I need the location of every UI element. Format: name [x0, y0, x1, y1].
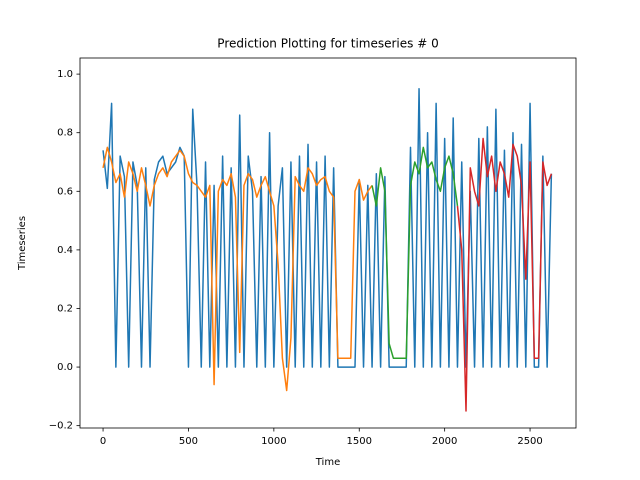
y-tick-label: 0.0 [57, 362, 73, 373]
x-axis-label: Time [315, 457, 340, 468]
plot-frame [79, 57, 577, 429]
x-tick-label: 0 [100, 436, 106, 447]
series-line [102, 146, 373, 392]
series-line [102, 88, 553, 368]
y-tick-label: −0.2 [49, 421, 73, 432]
y-tick-label: 0.2 [57, 303, 73, 314]
y-tick-label: 0.8 [57, 128, 73, 139]
x-tick-label: 1500 [347, 436, 372, 447]
series-line [371, 146, 459, 360]
x-tick-label: 2500 [517, 436, 542, 447]
series-line [456, 137, 553, 412]
y-tick-label: 0.4 [57, 245, 73, 256]
y-tick-label: 1.0 [57, 69, 73, 80]
y-axis-label: Timeseries [17, 216, 28, 271]
x-tick-label: 1000 [261, 436, 286, 447]
x-tick-label: 500 [179, 436, 198, 447]
chart-title: Prediction Plotting for timeseries # 0 [217, 37, 438, 51]
x-tick-label: 2000 [432, 436, 457, 447]
y-tick-label: 0.6 [57, 186, 73, 197]
